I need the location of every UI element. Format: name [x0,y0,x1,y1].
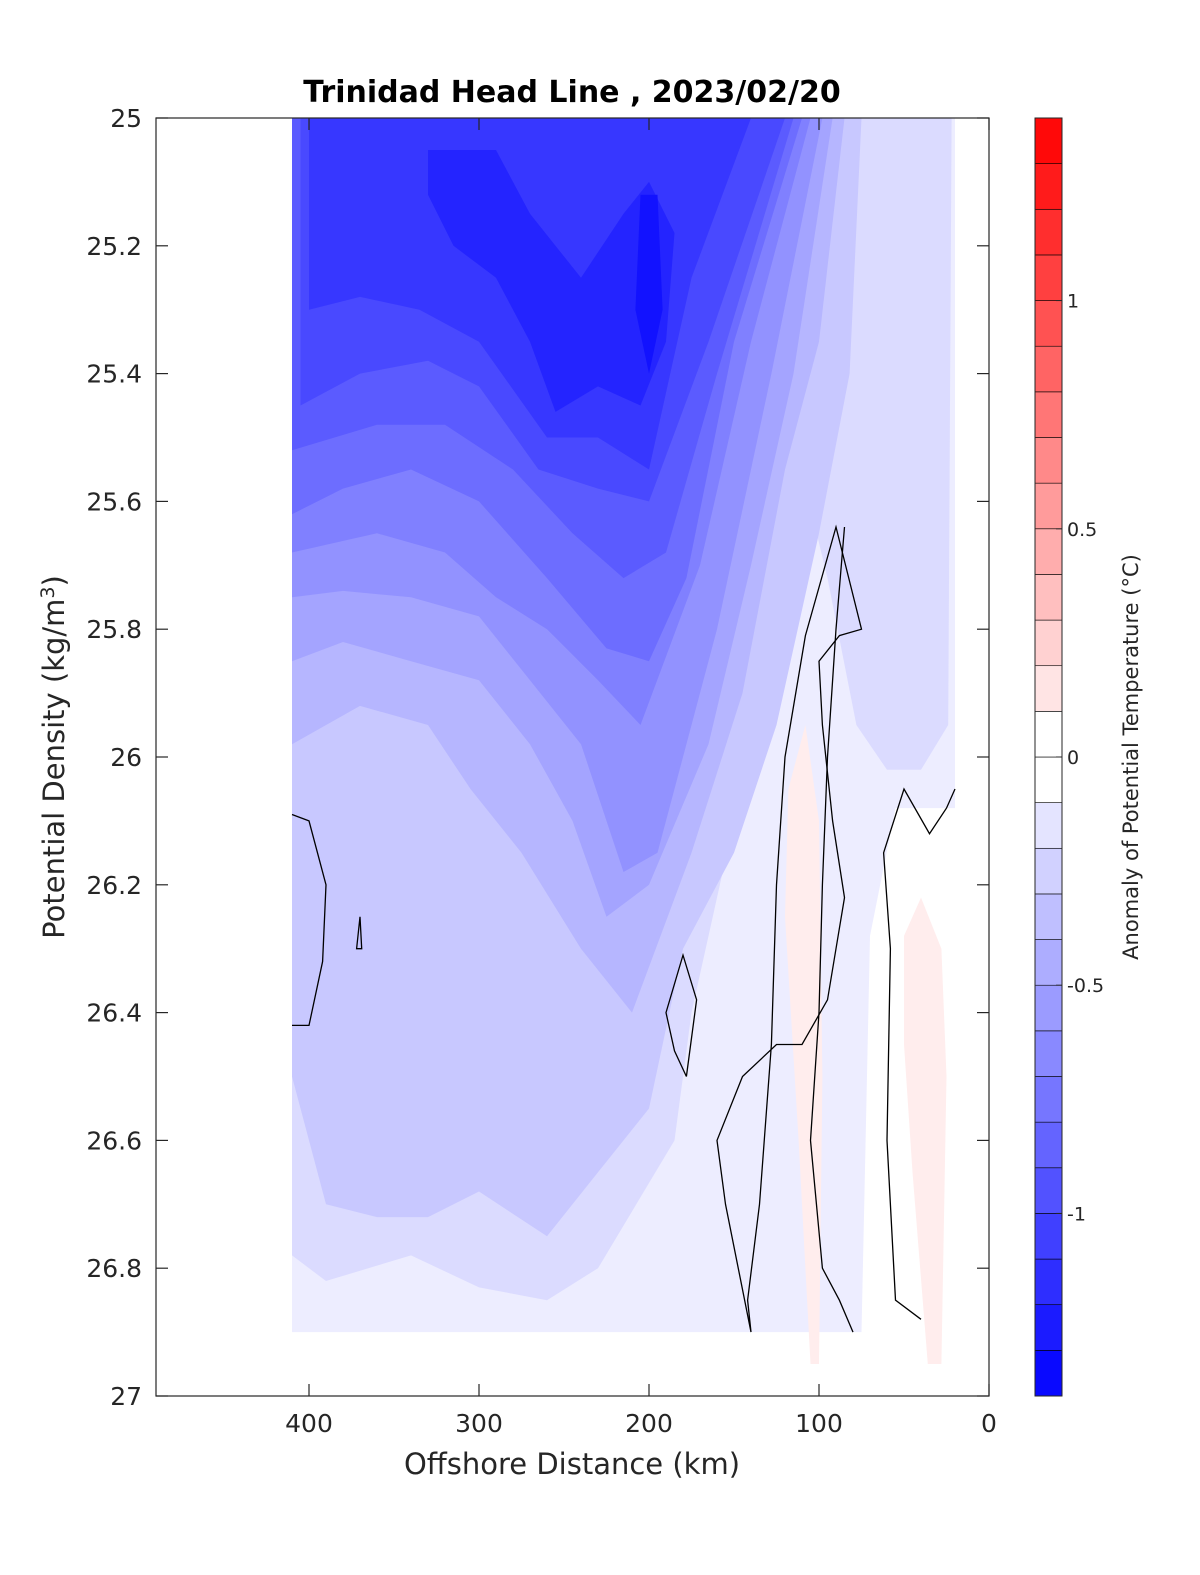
y-axis-label: Potential Density (kg/m3) [37,575,71,939]
anomaly-filled-contours [292,118,955,1364]
colorbar-band [1034,847,1063,895]
zero-contour-0 [291,813,327,1027]
y-axis-label-close: ) [37,575,71,586]
zero-contour-1 [355,916,363,950]
y-tick-label: 26.4 [86,999,142,1028]
y-tick-label: 25 [110,104,142,133]
x-axis-ticks: 400 300 200 100 0 [285,118,997,1438]
y-axis-ticks: 25 25.2 25.4 25.6 25.8 26 26.2 26.4 26.6 26.8 27 [86,104,989,1411]
colorbar-band [1034,1076,1063,1123]
colorbar-band [1034,1030,1063,1077]
colorbar-band [1034,300,1063,347]
colorbar-band [1034,528,1063,575]
x-axis-label: Offshore Distance (km) [404,1447,740,1481]
colorbar-tick-label: -1 [1067,1203,1086,1225]
colorbar-band [1034,802,1063,849]
colorbar-band [1034,665,1063,712]
x-tick-label: 200 [625,1409,673,1438]
y-tick-label: 26 [110,743,142,772]
y-tick-label: 27 [110,1382,142,1411]
colorbar-band [1034,208,1063,256]
y-tick-label: 25.6 [86,487,142,516]
x-tick-label: 0 [981,1409,997,1438]
colorbar-band [1034,1167,1063,1214]
colorbar-tick-label: 1 [1067,291,1079,313]
colorbar-band [1034,345,1063,393]
colorbar-band [1034,574,1063,621]
y-tick-label: 25.8 [86,615,142,644]
colorbar-tick-label: 0.5 [1067,519,1097,541]
zero-contour-3 [716,524,863,1333]
y-tick-label: 26.2 [86,871,142,900]
x-tick-label: 100 [795,1409,843,1438]
colorbar-band [1034,391,1063,438]
anomaly-region-12 [635,194,663,374]
colorbar-band [1034,1258,1063,1306]
colorbar-band [1034,254,1063,301]
y-tick-label: 25.2 [86,232,142,261]
zero-contour-2 [665,952,698,1077]
colorbar-band [1034,1213,1063,1260]
colorbar-tick-label: -0.5 [1067,975,1104,997]
colorbar-band [1034,1121,1063,1169]
zero-contour-4 [809,526,854,1333]
y-tick-label: 25.4 [86,360,142,389]
y-axis-label-superscript: 3 [37,586,59,598]
x-tick-label: 300 [455,1409,503,1438]
x-tick-label: 400 [285,1409,333,1438]
y-tick-label: 26.6 [86,1126,142,1155]
colorbar-band [1034,163,1063,210]
colorbar-band [1034,482,1063,530]
colorbar-tick-label: 0 [1067,747,1079,769]
y-tick-label: 26.8 [86,1254,142,1283]
chart-title: Trinidad Head Line , 2023/02/20 [303,75,840,110]
colorbar-band [1034,1304,1063,1351]
colorbar: -1 -0.5 0 0.5 1 Anomaly of Potential Tempera… [1034,117,1143,1397]
zero-contour-5 [882,787,956,1320]
anomaly-region-14 [904,897,947,1364]
colorbar-band [1034,1350,1063,1397]
anomaly-region-11 [428,150,675,412]
colorbar-ticks: -1 -0.5 0 0.5 1 [1056,291,1104,1225]
colorbar-label: Anomaly of Potential Temperature (°C) [1119,554,1143,960]
anomaly-region-13 [785,725,823,1364]
colorbar-band [1034,939,1063,986]
colorbar-band [1034,437,1063,484]
plot-area: 400 300 200 100 0 25 25.2 25.4 25.6 25.8 26 26.2 26… [86,104,997,1438]
colorbar-band [1034,756,1063,803]
colorbar-band [1034,711,1063,758]
zero-contour-lines [291,524,956,1333]
colorbar-band [1034,893,1063,940]
colorbar-band [1034,984,1063,1032]
colorbar-band [1034,117,1063,164]
colorbar-band [1034,619,1063,667]
